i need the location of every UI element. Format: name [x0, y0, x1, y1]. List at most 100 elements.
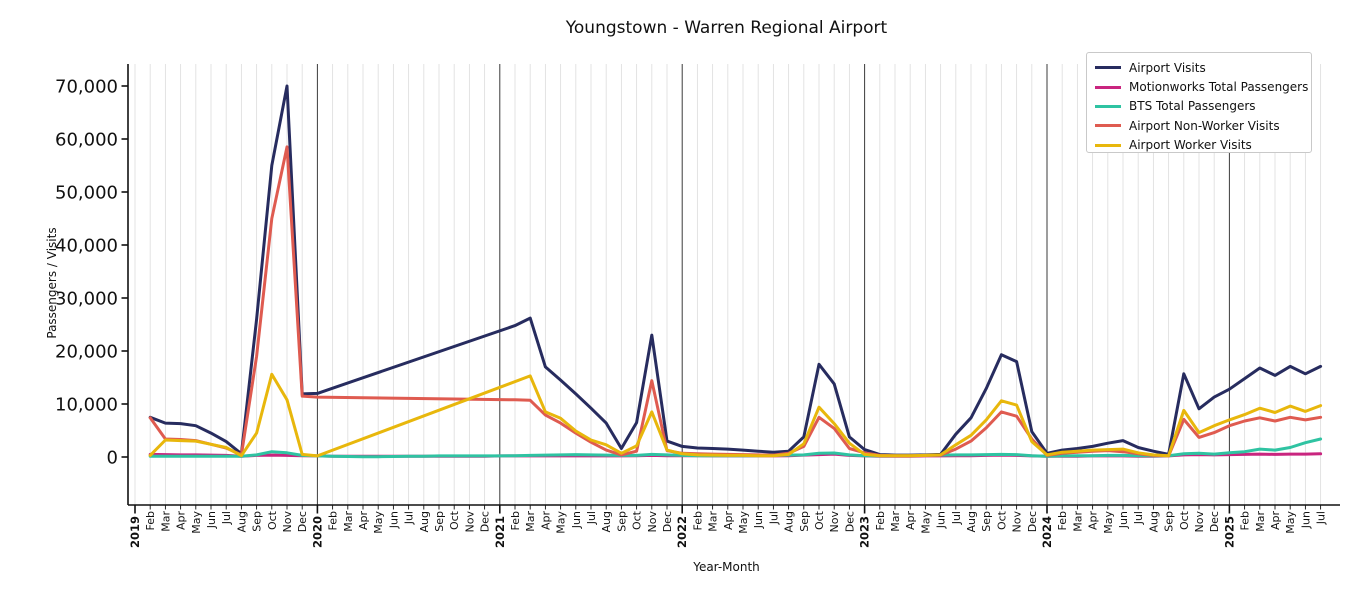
x-tick-label: May [555, 511, 568, 534]
x-tick-label: Jun [387, 511, 400, 529]
legend-item-airport-worker-visits: Airport Worker Visits [1087, 136, 1311, 155]
gridlines [134, 64, 1322, 505]
x-tick-label: Oct [995, 510, 1008, 530]
x-tick-label: 2022 [675, 516, 689, 548]
x-tick-label: Apr [539, 511, 552, 531]
x-tick-label: Apr [175, 511, 188, 531]
x-axis-ticks: 2019 Feb Mar Apr May Jun Jul Aug Sep Oct Nov Dec 202… [128, 505, 1328, 548]
chart-title: Youngstown - Warren Regional Airport [565, 18, 888, 38]
x-tick-label: Jun [752, 511, 765, 529]
y-tick-label: 50,000 [55, 182, 118, 203]
y-tick-label: 0 [107, 447, 118, 468]
x-tick-label: Mar [889, 511, 902, 532]
x-tick-label: May [919, 511, 932, 534]
legend-label: Airport Non-Worker Visits [1129, 118, 1280, 133]
x-tick-label: Jun [570, 511, 583, 529]
x-tick-label: Oct [266, 510, 279, 530]
x-tick-label: Sep [980, 511, 993, 532]
y-tick-label: 40,000 [55, 235, 118, 256]
x-tick-label: Dec [1208, 511, 1221, 532]
legend-line-swatch [1095, 143, 1121, 147]
x-tick-label: May [737, 511, 750, 534]
x-tick-label: Jul [950, 511, 963, 525]
y-tick-label: 70,000 [55, 76, 118, 97]
x-tick-label: Jul [220, 511, 233, 525]
legend-line-swatch [1095, 85, 1121, 89]
legend-label: Airport Visits [1129, 60, 1206, 75]
x-tick-label: Apr [722, 511, 735, 531]
x-tick-label: May [1284, 511, 1297, 534]
legend-line-swatch [1095, 66, 1121, 70]
series-lines [148, 84, 1323, 459]
x-tick-label: Feb [509, 511, 522, 530]
series-airport-visits [148, 84, 1323, 457]
x-tick-label: Mar [1071, 511, 1084, 532]
x-tick-label: Mar [1254, 511, 1267, 532]
legend: Airport Visits Motionworks Total Passenge… [1086, 52, 1312, 153]
x-tick-label: Apr [1087, 511, 1100, 531]
x-tick-label: Aug [1147, 511, 1160, 532]
x-tick-label: 2024 [1040, 516, 1054, 548]
x-tick-label: Feb [144, 511, 157, 530]
x-axis-label: Year-Month [693, 560, 760, 574]
x-tick-label: Aug [235, 511, 248, 532]
x-tick-label: 2021 [493, 516, 507, 548]
legend-label: Motionworks Total Passengers [1129, 80, 1309, 95]
x-tick-label: Mar [707, 511, 720, 532]
y-tick-label: 20,000 [55, 341, 118, 362]
y-tick-label: 10,000 [55, 394, 118, 415]
series-airport-non-worker-visits [148, 145, 1323, 458]
x-tick-label: Sep [251, 511, 264, 532]
x-tick-label: Feb [1239, 511, 1252, 530]
series-airport-worker-visits [148, 372, 1323, 458]
x-tick-label: Jul [1132, 511, 1145, 525]
x-tick-label: Dec [479, 511, 492, 532]
x-tick-label: Nov [1011, 511, 1024, 533]
x-tick-label: Jun [935, 511, 948, 529]
legend-item-airport-visits: Airport Visits [1087, 58, 1311, 77]
x-tick-label: Jul [767, 511, 780, 525]
x-tick-label: Nov [463, 511, 476, 533]
x-tick-label: Aug [600, 511, 613, 532]
x-tick-label: Feb [327, 511, 340, 530]
x-tick-label: Oct [448, 510, 461, 530]
legend-line-swatch [1095, 104, 1121, 108]
x-tick-label: 2025 [1222, 516, 1236, 548]
x-tick-label: Apr [1269, 511, 1282, 531]
x-tick-label: Mar [342, 511, 355, 532]
x-tick-label: Aug [965, 511, 978, 532]
x-tick-label: Dec [1026, 511, 1039, 532]
x-tick-label: Feb [874, 511, 887, 530]
x-tick-label: Aug [418, 511, 431, 532]
x-tick-label: Jul [403, 511, 416, 525]
x-tick-label: Nov [646, 511, 659, 533]
x-tick-label: Sep [1163, 511, 1176, 532]
x-tick-label: Nov [281, 511, 294, 533]
legend-label: BTS Total Passengers [1129, 99, 1256, 114]
x-tick-label: 2023 [858, 516, 872, 548]
x-tick-label: Dec [843, 511, 856, 532]
x-tick-label: Aug [783, 511, 796, 532]
y-tick-label: 30,000 [55, 288, 118, 309]
x-tick-label: May [1102, 511, 1115, 534]
x-tick-label: 2020 [310, 516, 324, 548]
x-tick-label: Apr [357, 511, 370, 531]
x-tick-label: Apr [904, 511, 917, 531]
legend-line-swatch [1095, 124, 1121, 128]
y-axis-ticks: 0 10,000 20,000 30,000 40,000 50,000 60,000 70,… [55, 76, 128, 468]
x-tick-label: Dec [661, 511, 674, 532]
x-tick-label: May [372, 511, 385, 534]
x-tick-label: Nov [1193, 511, 1206, 533]
x-tick-label: Jul [1315, 511, 1328, 525]
x-tick-label: Feb [691, 511, 704, 530]
legend-item-airport-non-worker-visits: Airport Non-Worker Visits [1087, 116, 1311, 135]
y-tick-label: 60,000 [55, 129, 118, 150]
legend-label: Airport Worker Visits [1129, 138, 1252, 153]
x-tick-label: Jun [1117, 511, 1130, 529]
x-tick-label: Mar [524, 511, 537, 532]
x-tick-label: 2019 [128, 516, 142, 548]
x-tick-label: Oct [813, 510, 826, 530]
x-tick-label: Jul [585, 511, 598, 525]
